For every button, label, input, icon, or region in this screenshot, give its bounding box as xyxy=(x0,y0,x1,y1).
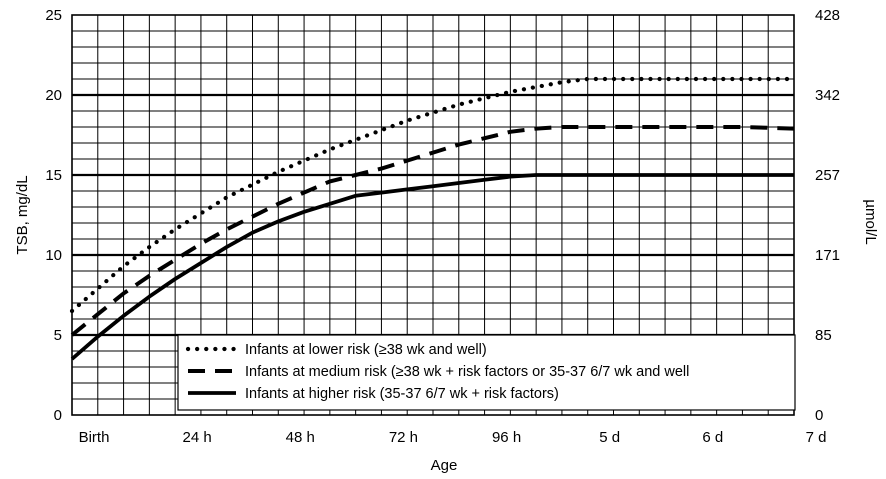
x-axis-title: Age xyxy=(431,457,458,474)
series-layer xyxy=(69,76,797,361)
y2-tick-label: 0 xyxy=(815,407,823,424)
y-tick-label: 20 xyxy=(45,87,62,104)
axis-layer: 0 5 10 15 20 25 0 85 171 257 342 428 Birth 24 h 48 h 72… xyxy=(45,7,840,446)
legend-box xyxy=(177,334,796,411)
x-tick-label: 24 h xyxy=(183,429,212,446)
x-tick-label: 96 h xyxy=(492,429,521,446)
x-tick-label: 48 h xyxy=(286,429,315,446)
x-tick-label: 5 d xyxy=(599,429,620,446)
plot-frame xyxy=(71,14,795,416)
y2-tick-label: 171 xyxy=(815,247,840,264)
y2-axis-title: µmol/L xyxy=(862,199,879,244)
y-axis-title: TSB, mg/dL xyxy=(14,175,31,254)
legend-label-2: Infants at medium risk (≥38 wk + risk fa… xyxy=(245,364,689,380)
y2-tick-label: 428 xyxy=(815,7,840,24)
y2-tick-label: 85 xyxy=(815,327,832,344)
x-tick-label: 72 h xyxy=(389,429,418,446)
y2-tick-label: 342 xyxy=(815,87,840,104)
legend: Infants at lower risk (≥38 wk and well) I… xyxy=(177,334,796,411)
y-tick-label: 5 xyxy=(54,327,62,344)
y2-tick-label: 257 xyxy=(815,167,840,184)
y-tick-label: 15 xyxy=(45,167,62,184)
x-tick-label: 7 d xyxy=(806,429,827,446)
y-tick-label: 10 xyxy=(45,247,62,264)
legend-label-1: Infants at lower risk (≥38 wk and well) xyxy=(245,342,487,358)
x-tick-label: Birth xyxy=(79,429,110,446)
series-line-3 xyxy=(70,173,794,361)
series-line-1 xyxy=(69,76,797,314)
series-line-2 xyxy=(70,125,795,337)
y-tick-label: 0 xyxy=(54,407,62,424)
x-tick-label: 6 d xyxy=(702,429,723,446)
y-tick-label: 25 xyxy=(45,7,62,24)
legend-label-3: Infants at higher risk (35-37 6/7 wk + r… xyxy=(245,386,559,402)
